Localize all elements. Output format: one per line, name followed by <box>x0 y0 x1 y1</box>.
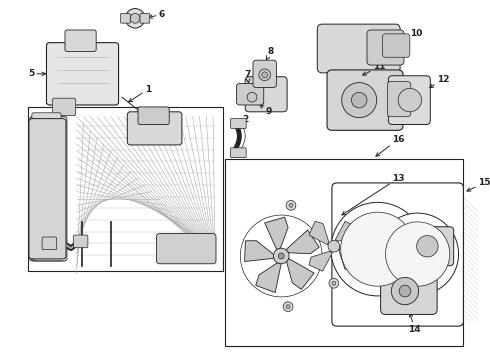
Circle shape <box>351 92 367 108</box>
FancyBboxPatch shape <box>389 76 430 125</box>
Text: 14: 14 <box>408 313 421 334</box>
FancyBboxPatch shape <box>245 77 287 112</box>
FancyBboxPatch shape <box>140 13 150 23</box>
Circle shape <box>247 92 257 102</box>
Text: 9: 9 <box>260 104 272 116</box>
Text: 3: 3 <box>35 246 44 255</box>
Circle shape <box>399 285 411 297</box>
FancyBboxPatch shape <box>127 112 182 145</box>
Text: 12: 12 <box>430 75 450 87</box>
Text: 10: 10 <box>399 30 422 40</box>
Polygon shape <box>287 258 314 289</box>
Circle shape <box>289 203 293 207</box>
Circle shape <box>278 253 284 259</box>
Circle shape <box>377 213 459 295</box>
FancyBboxPatch shape <box>367 30 404 65</box>
FancyBboxPatch shape <box>47 42 119 105</box>
Text: 2: 2 <box>238 115 248 130</box>
Circle shape <box>240 215 322 297</box>
FancyBboxPatch shape <box>237 84 264 105</box>
FancyBboxPatch shape <box>32 113 61 129</box>
Polygon shape <box>339 248 359 271</box>
FancyBboxPatch shape <box>332 183 464 326</box>
Polygon shape <box>309 251 332 271</box>
Circle shape <box>332 281 336 285</box>
Text: 6: 6 <box>148 10 165 19</box>
Circle shape <box>262 72 268 78</box>
Circle shape <box>130 13 140 23</box>
FancyBboxPatch shape <box>388 82 411 117</box>
FancyBboxPatch shape <box>327 70 403 130</box>
FancyBboxPatch shape <box>157 234 216 264</box>
Polygon shape <box>335 221 359 241</box>
Circle shape <box>286 305 290 309</box>
Circle shape <box>273 248 289 264</box>
Text: 16: 16 <box>376 135 405 156</box>
Polygon shape <box>245 241 274 261</box>
Polygon shape <box>256 263 281 293</box>
Circle shape <box>283 302 293 311</box>
FancyBboxPatch shape <box>74 235 88 248</box>
Circle shape <box>398 89 421 112</box>
Circle shape <box>286 201 296 210</box>
Circle shape <box>392 278 418 305</box>
Circle shape <box>259 69 270 81</box>
FancyBboxPatch shape <box>231 119 246 129</box>
FancyBboxPatch shape <box>34 117 67 261</box>
FancyBboxPatch shape <box>381 268 437 314</box>
FancyBboxPatch shape <box>29 119 66 259</box>
FancyBboxPatch shape <box>42 237 57 249</box>
FancyBboxPatch shape <box>253 60 276 87</box>
Text: 4: 4 <box>113 88 141 112</box>
Bar <box>225 158 464 346</box>
Circle shape <box>341 212 415 286</box>
FancyBboxPatch shape <box>409 227 454 266</box>
FancyBboxPatch shape <box>231 148 246 158</box>
Text: 5: 5 <box>28 69 46 78</box>
Bar <box>28 107 223 271</box>
FancyBboxPatch shape <box>32 117 65 261</box>
Circle shape <box>125 9 145 28</box>
Polygon shape <box>265 217 288 249</box>
Text: 1: 1 <box>129 85 151 102</box>
FancyBboxPatch shape <box>52 98 75 116</box>
Circle shape <box>386 222 450 286</box>
Text: 15: 15 <box>467 179 490 191</box>
Polygon shape <box>286 230 319 254</box>
Polygon shape <box>309 221 329 245</box>
Circle shape <box>329 278 339 288</box>
FancyBboxPatch shape <box>138 107 169 125</box>
FancyBboxPatch shape <box>30 117 63 261</box>
Text: 7: 7 <box>244 70 250 83</box>
FancyBboxPatch shape <box>121 13 130 23</box>
FancyBboxPatch shape <box>383 34 410 57</box>
Text: 8: 8 <box>267 47 274 60</box>
Text: 11: 11 <box>363 63 385 75</box>
Circle shape <box>416 235 438 257</box>
Circle shape <box>342 82 377 118</box>
FancyBboxPatch shape <box>65 30 96 51</box>
Text: 13: 13 <box>342 174 405 215</box>
FancyBboxPatch shape <box>318 24 400 73</box>
Circle shape <box>331 202 424 296</box>
Circle shape <box>328 240 340 252</box>
